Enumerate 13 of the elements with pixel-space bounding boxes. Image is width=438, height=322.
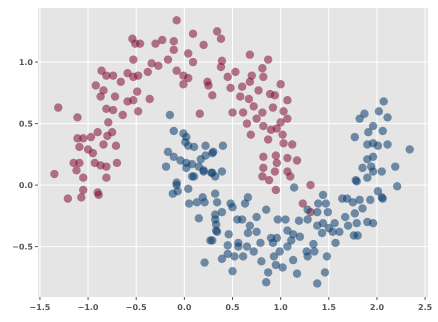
y-tick-label: −0.5	[12, 242, 34, 252]
x-tick-label: −1.5	[29, 303, 51, 312]
x-tick-label: 2.5	[418, 303, 433, 312]
y-tick-label: 0.5	[18, 120, 34, 129]
x-tick-label: −0.5	[126, 303, 148, 312]
x-tick-label: 1.5	[322, 303, 336, 312]
x-tick-label: 1.0	[274, 303, 288, 312]
x-tick-label: 0.5	[225, 303, 240, 312]
y-tick-label: 1.0	[18, 58, 34, 68]
x-tick-label: −1.0	[78, 303, 99, 312]
x-tick-label: 2.0	[370, 303, 384, 312]
y-tick-label: 0.0	[18, 181, 34, 190]
x-tick-label: 0.0	[177, 303, 192, 312]
